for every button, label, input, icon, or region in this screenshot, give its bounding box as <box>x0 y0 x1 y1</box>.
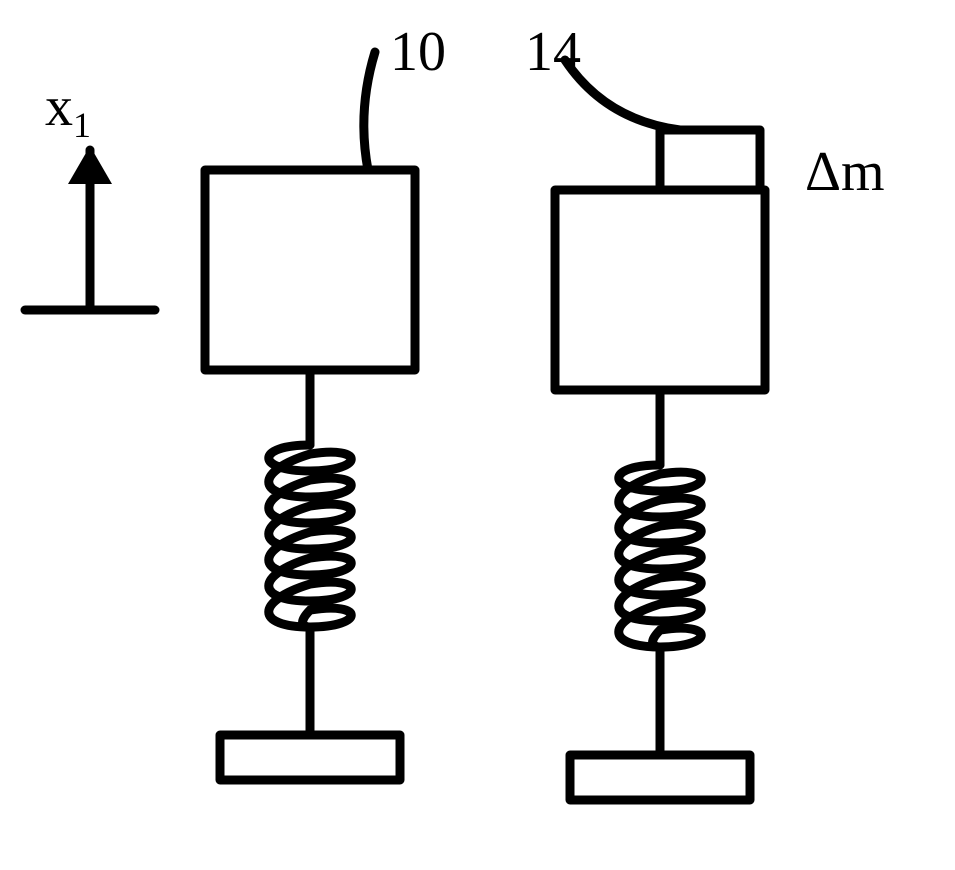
ref-label-14: 14 <box>525 20 581 84</box>
axis-label: x1 <box>45 75 91 146</box>
right-small-mass <box>660 130 760 190</box>
leader-14 <box>565 60 680 130</box>
left-spring <box>269 445 352 627</box>
right-spring <box>619 465 702 647</box>
axis-arrowhead <box>68 146 112 184</box>
left-mass <box>205 170 415 370</box>
right-base <box>570 755 750 800</box>
delta-m-label: Δm <box>805 140 885 204</box>
left-base <box>220 735 400 780</box>
leader-10 <box>364 52 375 170</box>
ref-label-10: 10 <box>390 20 446 84</box>
diagram-canvas <box>0 0 955 870</box>
right-mass <box>555 190 765 390</box>
